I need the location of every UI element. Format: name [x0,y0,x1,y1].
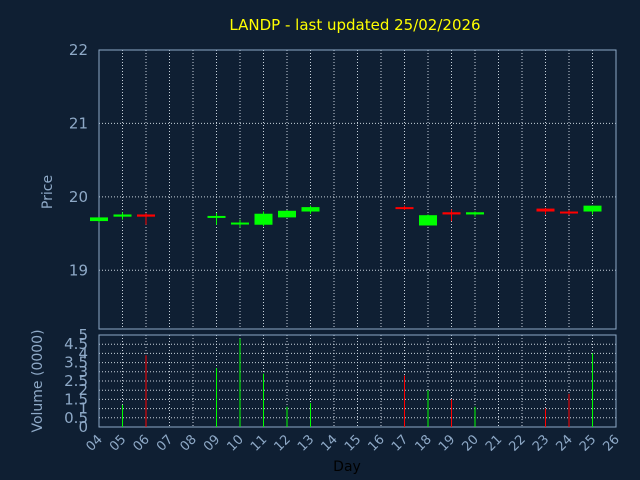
volume-plot-frame [98,334,617,428]
price-y-ticks: 19 20 21 22 [69,41,88,279]
candles [90,205,602,228]
volume-tick-label: 0.5 [64,409,88,427]
price-tick-label: 19 [69,261,88,279]
candle-body [90,217,108,222]
volume-y-ticks: 00.511.522.533.544.55 [64,326,88,436]
volume-tick-label: 0 [78,418,88,436]
candle-body [207,215,226,218]
volume-tick-label: 3 [78,363,88,381]
volume-tick-label: 1.5 [64,390,88,408]
volume-grid [99,335,616,427]
volume-tick-label: 5 [78,326,88,344]
candle-body [254,213,273,225]
x-ticks: 04 05 06 07 08 09 10 11 12 13 14 15 16 17 18 19 20 21 22 23… [84,432,623,454]
candle-body [583,205,602,212]
volume-y-axis-label: Volume (0000) [30,329,46,432]
candle-body [113,214,132,217]
volume-tick-label: 2.5 [64,372,88,390]
volume-bars [122,338,593,427]
volume-tick-label: 2 [78,381,88,399]
candle-body [419,215,437,226]
candle-body [442,212,461,215]
candle-body [395,207,414,210]
price-tick-label: 22 [69,41,88,59]
price-y-axis-label: Price [40,175,56,209]
chart-title: LANDP - last updated 25/02/2026 [229,16,480,34]
volume-tick-label: 4 [78,344,88,362]
candle-body [231,222,249,225]
candle-body [536,208,555,212]
price-tick-label: 21 [69,114,88,132]
price-plot-frame [98,49,617,330]
price-grid [99,50,616,329]
candle-body [137,214,155,217]
candle-body [301,207,320,212]
candle-body [466,212,484,215]
volume-tick-label: 1 [78,400,88,418]
x-axis-label: Day [333,459,361,475]
price-tick-label: 20 [69,188,88,206]
candle-body [278,210,296,218]
volume-tick-label: 3.5 [64,354,88,372]
candle-body [560,211,578,214]
volume-tick-label: 4.5 [64,335,88,353]
